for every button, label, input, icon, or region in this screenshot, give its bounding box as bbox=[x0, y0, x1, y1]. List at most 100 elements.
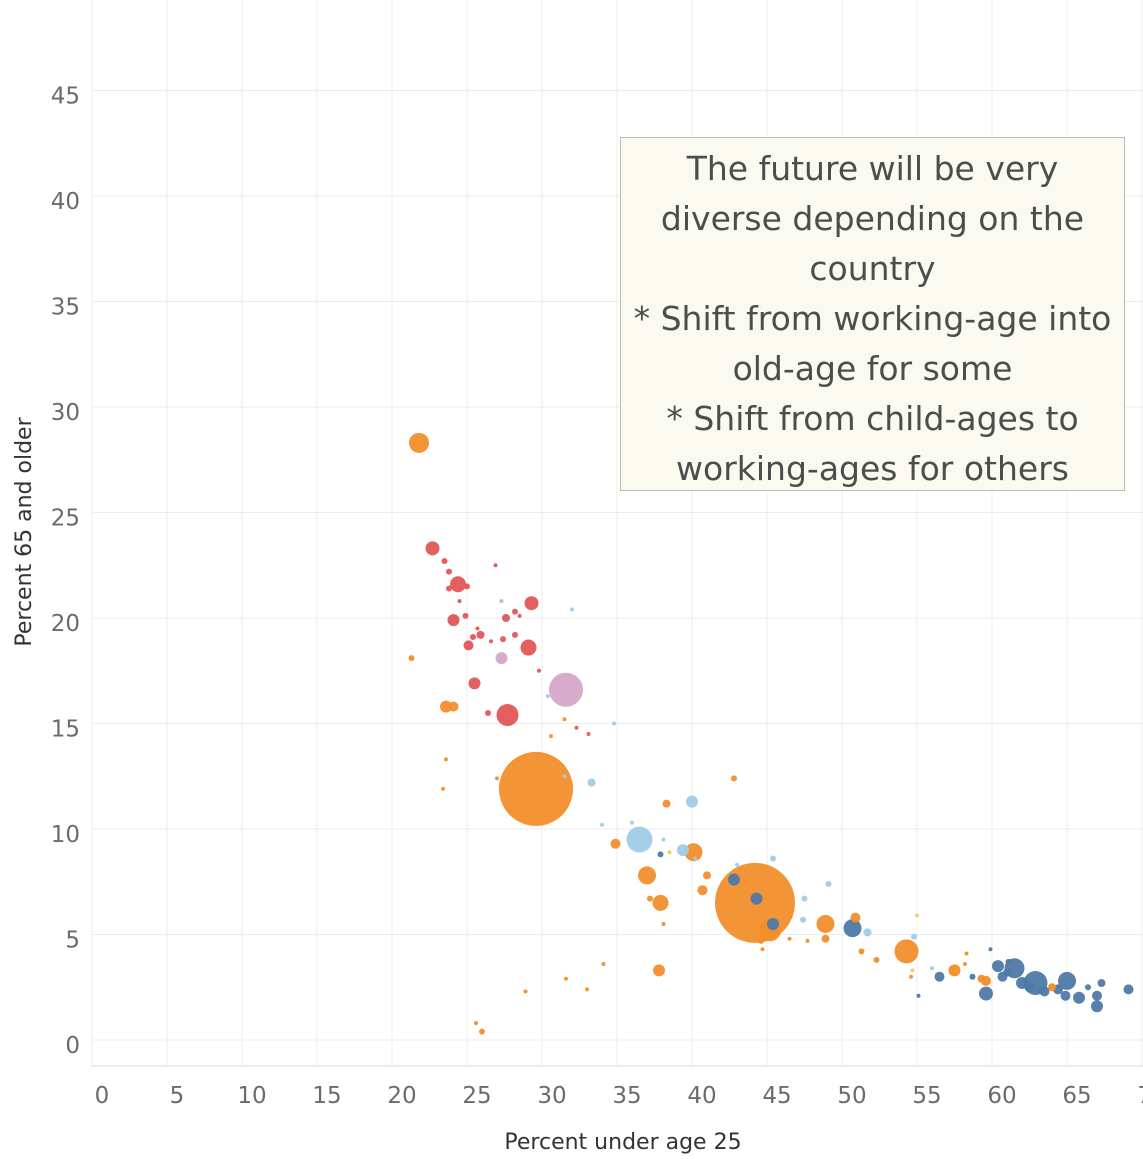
data-point bbox=[517, 613, 522, 618]
data-point bbox=[1003, 968, 1011, 977]
data-point bbox=[474, 1021, 478, 1026]
data-point bbox=[587, 778, 596, 787]
y-tick-label: 15 bbox=[51, 717, 80, 743]
annotation-line: old-age for some bbox=[732, 349, 1013, 388]
y-axis-title: Percent 65 and older bbox=[12, 416, 37, 646]
data-point bbox=[524, 596, 539, 611]
data-point bbox=[408, 655, 415, 662]
data-point bbox=[512, 631, 518, 638]
data-point bbox=[585, 987, 589, 992]
data-point bbox=[409, 432, 429, 453]
data-point bbox=[863, 928, 872, 937]
data-point bbox=[731, 775, 737, 782]
data-point bbox=[657, 851, 664, 858]
data-point bbox=[626, 826, 653, 853]
data-point bbox=[910, 968, 915, 973]
data-point bbox=[843, 919, 862, 938]
data-point bbox=[767, 917, 779, 930]
data-point bbox=[1058, 971, 1076, 990]
data-point bbox=[909, 974, 913, 979]
data-point bbox=[630, 820, 634, 825]
annotation-line: diverse depending on the bbox=[660, 199, 1085, 238]
data-point bbox=[476, 630, 485, 639]
data-point bbox=[495, 652, 508, 665]
annotation-line: working-ages for others bbox=[676, 449, 1069, 488]
annotation-line: * Shift from working-age into bbox=[633, 299, 1112, 338]
data-point bbox=[667, 850, 672, 855]
data-point bbox=[562, 717, 567, 722]
data-point bbox=[464, 583, 470, 590]
data-point bbox=[479, 1028, 485, 1035]
x-tick-label: 15 bbox=[312, 1083, 341, 1109]
data-point bbox=[612, 721, 616, 726]
data-point bbox=[652, 894, 669, 911]
data-point bbox=[441, 558, 448, 565]
data-point bbox=[574, 725, 579, 730]
data-point bbox=[457, 599, 462, 604]
x-tick-label: 35 bbox=[612, 1083, 641, 1109]
data-point bbox=[1091, 1000, 1103, 1013]
annotation-line: country bbox=[809, 249, 936, 288]
data-point bbox=[462, 612, 469, 619]
data-point bbox=[821, 934, 830, 943]
data-point bbox=[661, 921, 666, 926]
data-point bbox=[446, 568, 452, 575]
data-point bbox=[661, 837, 666, 842]
data-point bbox=[493, 563, 498, 568]
data-point bbox=[638, 866, 656, 885]
x-tick-label: 60 bbox=[987, 1083, 1016, 1109]
x-tick-label: 25 bbox=[462, 1083, 491, 1109]
data-point bbox=[446, 585, 452, 592]
data-point bbox=[496, 704, 519, 727]
data-point bbox=[1005, 958, 1012, 965]
data-point bbox=[750, 892, 763, 905]
data-point bbox=[894, 939, 919, 964]
data-point bbox=[728, 873, 740, 886]
x-tick-label: 45 bbox=[762, 1083, 791, 1109]
data-point bbox=[1123, 984, 1134, 995]
data-point bbox=[684, 843, 703, 862]
data-point bbox=[963, 962, 967, 967]
data-point bbox=[546, 694, 550, 699]
data-point bbox=[440, 700, 452, 713]
data-point bbox=[916, 993, 921, 998]
data-point bbox=[770, 855, 776, 862]
y-tick-label: 20 bbox=[51, 611, 80, 637]
data-point bbox=[470, 633, 476, 640]
data-point bbox=[468, 677, 481, 690]
axis-ticks: 0 5 10 15 20 25 30 35 40 45 50 55 60 65 70 0 5 10 15 20 25 30… bbox=[51, 0, 1143, 1109]
data-point bbox=[475, 626, 480, 631]
y-tick-label: 50 bbox=[51, 0, 80, 4]
y-tick-label: 35 bbox=[51, 295, 80, 321]
data-point bbox=[805, 938, 810, 943]
data-point bbox=[450, 576, 466, 593]
data-point bbox=[1060, 990, 1071, 1001]
y-tick-label: 0 bbox=[65, 1033, 80, 1059]
data-point bbox=[1092, 990, 1102, 1001]
y-tick-label: 25 bbox=[51, 506, 80, 532]
y-tick-label: 30 bbox=[51, 400, 80, 426]
data-point bbox=[858, 948, 865, 955]
data-point bbox=[499, 751, 573, 826]
x-tick-label: 20 bbox=[387, 1083, 416, 1109]
data-point bbox=[686, 795, 698, 808]
data-point bbox=[948, 964, 961, 977]
data-point bbox=[537, 668, 541, 673]
annotation-box: The future will be very diverse dependin… bbox=[620, 137, 1125, 491]
x-axis-title: Percent under age 25 bbox=[504, 1130, 741, 1155]
data-point bbox=[760, 947, 765, 952]
data-point bbox=[1073, 991, 1085, 1004]
data-point bbox=[499, 599, 504, 604]
data-point bbox=[964, 951, 969, 956]
data-point bbox=[463, 640, 474, 651]
data-point bbox=[444, 757, 448, 762]
data-point bbox=[693, 856, 697, 861]
x-tick-label: 65 bbox=[1062, 1083, 1091, 1109]
x-tick-label: 10 bbox=[237, 1083, 266, 1109]
data-point bbox=[523, 989, 528, 994]
data-point bbox=[425, 541, 440, 556]
data-points bbox=[408, 432, 1134, 1035]
data-point bbox=[977, 974, 986, 983]
y-tick-label: 40 bbox=[51, 189, 80, 215]
data-point bbox=[873, 956, 880, 963]
